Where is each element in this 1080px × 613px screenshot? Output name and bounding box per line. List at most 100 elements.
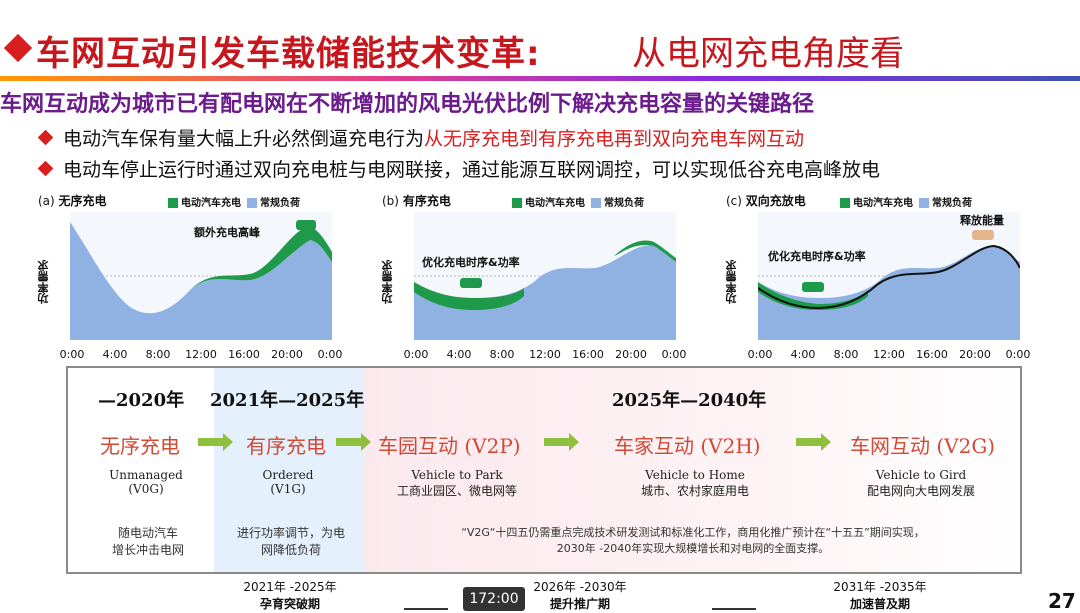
chart-a-xtick: 20:00 — [271, 348, 303, 361]
bullet-1-text: 电动汽车保有量大幅上升必然倒逼充电行为 — [63, 128, 425, 150]
timeline-year-1: —2020年 — [98, 390, 185, 411]
stage-v2p: 车园互动 (V2P) — [378, 434, 521, 458]
chart-c: (c) 双向充放电 电动汽车充电 常规负荷 功率需求 优化充电时序&功率 释放能量… — [724, 190, 1054, 365]
bullet-diamond-icon — [37, 160, 54, 177]
arrow-icon — [336, 433, 371, 451]
phase-years: 2026年 -2030年 — [533, 580, 627, 594]
legend-base-swatch — [919, 198, 929, 208]
timeline-note-2: 进行功率调节，为电 网降低负荷 — [236, 526, 345, 557]
subtitle: 车网互动成为城市已有配电网在不断增加的风电光伏比例下解决充电容量的关键路径 — [0, 92, 815, 117]
chart-b-plot — [414, 212, 676, 340]
chart-c-annotation: 优化充电时序&功率 — [768, 250, 866, 263]
stage-ordered: 有序充电 — [246, 434, 326, 458]
legend-base-label: 常规负荷 — [604, 198, 644, 209]
legend-base-label: 常规负荷 — [260, 198, 300, 209]
chart-a-ylabel: 功率需求 — [37, 260, 50, 304]
phase-1: 2021年 -2025年 孕育突破期 — [230, 578, 350, 612]
chart-c-xtick: 8:00 — [833, 348, 859, 361]
chart-b-xtick: 8:00 — [489, 348, 515, 361]
phase-years: 2021年 -2025年 — [243, 580, 337, 594]
chart-b-annotation: 优化充电时序&功率 — [422, 256, 520, 269]
chart-b-xtick: 16:00 — [572, 348, 604, 361]
stage-unmanaged: 无序充电 — [100, 434, 180, 458]
stage-en-2: 城市、农村家庭用电 — [640, 484, 749, 498]
timeline-note-1: 随电动汽车 增长冲击电网 — [111, 526, 184, 557]
stage-v2g-en: Vehicle to Gird 配电网向大电网发展 — [828, 468, 1014, 499]
legend-ev-swatch — [840, 198, 850, 208]
phase-label: 加速普及期 — [849, 597, 910, 611]
phase-label: 孕育突破期 — [259, 597, 320, 611]
chart-b: (b) 有序充电 电动汽车充电 常规负荷 功率需求 优化充电时序&功率 0:00 … — [380, 190, 700, 365]
title-sub: 从电网充电角度看 — [632, 34, 904, 74]
chart-b-xtick: 4:00 — [446, 348, 472, 361]
legend-ev-label: 电动汽车充电 — [525, 198, 585, 209]
chart-b-xtick: 0:00 — [661, 348, 687, 361]
chart-b-ylabel: 功率需求 — [381, 260, 394, 304]
chart-b-name: 有序充电 — [402, 194, 451, 208]
chart-a-tag: (a) — [38, 194, 55, 208]
stage-en-2: (V1G) — [270, 482, 306, 496]
construction-icon — [404, 582, 448, 610]
stage-en-1: Vehicle to Gird — [875, 468, 967, 482]
stage-v2p-en: Vehicle to Park 工商业园区、微电网等 — [364, 468, 550, 499]
chart-c-annotation-release: 释放能量 — [960, 214, 1004, 227]
timeline-year-2: 2021年—2025年 — [210, 390, 365, 411]
timeline-bg-ordered — [214, 368, 364, 572]
chart-c-xtick: 20:00 — [959, 348, 991, 361]
stage-ordered-en: Ordered (V1G) — [238, 468, 338, 496]
chart-c-ylabel: 功率需求 — [725, 260, 738, 304]
chart-b-tag: (b) — [382, 194, 399, 208]
stage-en-1: Ordered — [262, 468, 314, 482]
timeline-note-3: “V2G“十四五仍需重点完成技术研发测试和标准化工作，商用化推广预计在“十五五”… — [461, 526, 925, 555]
phase-2: 2026年 -2030年 提升推广期 — [520, 578, 640, 612]
timeline-bg-v2x — [364, 368, 1020, 572]
chart-a-xtick: 0:00 — [317, 348, 343, 361]
chart-c-xtick: 12:00 — [873, 348, 905, 361]
car-icon — [460, 278, 482, 288]
chart-c-xtick: 0:00 — [1005, 348, 1031, 361]
bullet-1-highlight: 从无序充电到有序充电再到双向充电车网互动 — [424, 128, 805, 150]
chart-a-xtick: 12:00 — [185, 348, 217, 361]
legend-ev-swatch — [168, 198, 178, 208]
slide-title: 车网互动引发车载储能技术变革: 从电网充电角度看 — [0, 24, 1080, 74]
legend-base-swatch — [591, 198, 601, 208]
chart-a-xtick: 8:00 — [145, 348, 171, 361]
chart-a-xtick: 16:00 — [228, 348, 260, 361]
chart-a-plot — [70, 212, 332, 340]
chart-c-name: 双向充放电 — [745, 194, 806, 208]
car-icon — [802, 282, 824, 292]
phase-label: 提升推广期 — [549, 597, 610, 611]
phase-years: 2031年 -2035年 — [833, 580, 927, 594]
stage-en-2: 配电网向大电网发展 — [866, 484, 975, 498]
stage-en-1: Vehicle to Park — [411, 468, 503, 482]
chart-a-name: 无序充电 — [58, 194, 107, 208]
car-icon — [972, 230, 994, 240]
chart-c-xtick: 16:00 — [916, 348, 948, 361]
chart-a: (a) 无序充电 电动汽车充电 常规负荷 功率需求 额外充电高峰 0:00 4:0… — [36, 190, 356, 365]
chart-b-xtick: 12:00 — [529, 348, 561, 361]
timeline-year-3: 2025年—2040年 — [612, 390, 767, 411]
chart-c-plot — [758, 212, 1020, 340]
phase-3: 2031年 -2035年 加速普及期 — [820, 578, 940, 612]
bullet-diamond-icon — [37, 129, 54, 146]
stage-en-2: 工商业园区、微电网等 — [396, 484, 517, 498]
video-timer: 172:00 — [463, 587, 525, 611]
stage-en-1: Vehicle to Home — [645, 468, 745, 482]
chart-a-xtick: 4:00 — [102, 348, 128, 361]
stage-en-2: (V0G) — [128, 482, 164, 496]
stage-en-1: Unmanaged — [109, 468, 183, 482]
stage-unmanaged-en: Unmanaged (V0G) — [96, 468, 196, 496]
chart-a-annotation: 额外充电高峰 — [194, 226, 260, 239]
legend-ev-label: 电动汽车充电 — [853, 198, 913, 209]
chart-a-legend: 电动汽车充电 常规负荷 — [162, 194, 300, 209]
bullet-2-text: 电动车停止运行时通过双向充电桩与电网联接，通过能源互联网调控，可以实现低谷充电高… — [63, 159, 881, 181]
chart-c-xtick: 0:00 — [747, 348, 773, 361]
stage-v2h: 车家互动 (V2H) — [614, 434, 761, 458]
chart-c-tag: (c) — [726, 194, 742, 208]
legend-base-label: 常规负荷 — [932, 198, 972, 209]
arrow-icon — [198, 433, 233, 451]
bullet-1: 电动汽车保有量大幅上升必然倒逼充电行为从无序充电到有序充电再到双向充电车网互动 — [37, 124, 805, 151]
timeline-box: —2020年 2021年—2025年 2025年—2040年 无序充电 有序充电… — [66, 366, 1022, 574]
construction-icon — [712, 582, 756, 610]
arrow-icon — [796, 433, 831, 451]
